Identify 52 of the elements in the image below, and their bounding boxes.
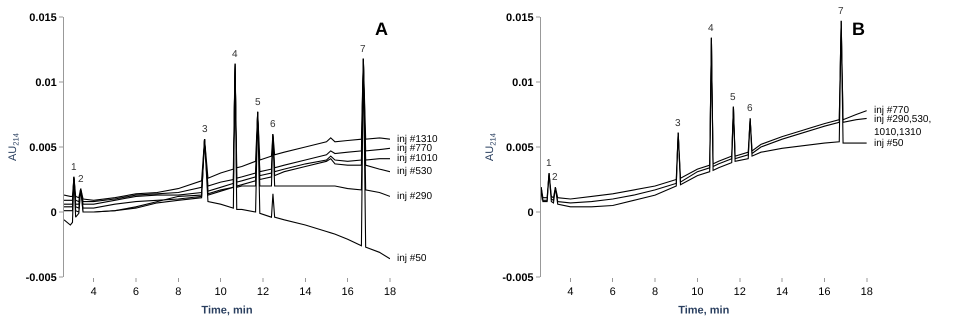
- annotation: 1: [546, 158, 552, 169]
- annotation: 2: [552, 172, 558, 183]
- y-tick-label: 0.005: [29, 142, 57, 154]
- annotation: 5: [730, 92, 736, 103]
- y-tick-label: 0.01: [35, 76, 57, 89]
- annotation: 2: [78, 174, 84, 185]
- annotation: 4: [708, 23, 714, 34]
- annotation: 1: [71, 162, 77, 173]
- annotation: 3: [202, 124, 208, 135]
- x-tick-label: 6: [132, 286, 140, 298]
- x-tick-label: 4: [567, 286, 574, 298]
- series-label: inj #50: [397, 253, 427, 264]
- y-tick-label: 0.005: [506, 142, 534, 154]
- x-tick-label: 14: [299, 286, 312, 298]
- y-tick-label: 0: [527, 206, 534, 219]
- series-label: inj #1010: [397, 153, 438, 164]
- annotation: 3: [675, 118, 681, 129]
- x-tick-label: 8: [652, 286, 658, 298]
- chart-title: B: [852, 19, 865, 39]
- x-tick-label: 10: [691, 286, 704, 298]
- x-tick-label: 18: [384, 286, 396, 298]
- series-label: inj #290: [397, 191, 432, 202]
- x-tick-label: 18: [860, 286, 873, 298]
- x-tick-label: 10: [214, 286, 227, 298]
- x-tick-label: 4: [90, 286, 97, 298]
- y-tick-label: 0.015: [29, 12, 57, 24]
- annotation: 5: [255, 97, 261, 108]
- y-tick-label: -0.005: [26, 272, 57, 284]
- x-tick-label: 16: [818, 286, 831, 298]
- x-tick-label: 14: [776, 286, 788, 298]
- y-tick-label: 0.01: [512, 76, 534, 89]
- series-label: inj #1310: [397, 134, 438, 145]
- x-tick-label: 12: [734, 286, 746, 298]
- x-axis-title: Time, min: [678, 304, 730, 316]
- annotation: 4: [232, 49, 238, 60]
- series-label: inj #50: [874, 138, 904, 149]
- annotation: 6: [747, 103, 753, 114]
- chart-title: A: [375, 19, 388, 39]
- series-label: inj #530: [397, 166, 432, 177]
- annotation: 7: [838, 6, 844, 17]
- y-tick-label: 0: [50, 206, 57, 219]
- x-tick-label: 8: [175, 286, 182, 298]
- x-tick-label: 16: [342, 286, 354, 298]
- annotation: 6: [270, 119, 276, 130]
- y-tick-label: 0.015: [506, 12, 534, 24]
- x-tick-label: 12: [256, 286, 270, 298]
- x-axis-title: Time, min: [201, 304, 253, 316]
- annotation: 7: [360, 44, 366, 55]
- x-tick-label: 6: [610, 286, 616, 298]
- series-label: inj #770: [874, 105, 910, 116]
- series-label: inj #770: [397, 143, 432, 154]
- y-tick-label: -0.005: [502, 272, 534, 284]
